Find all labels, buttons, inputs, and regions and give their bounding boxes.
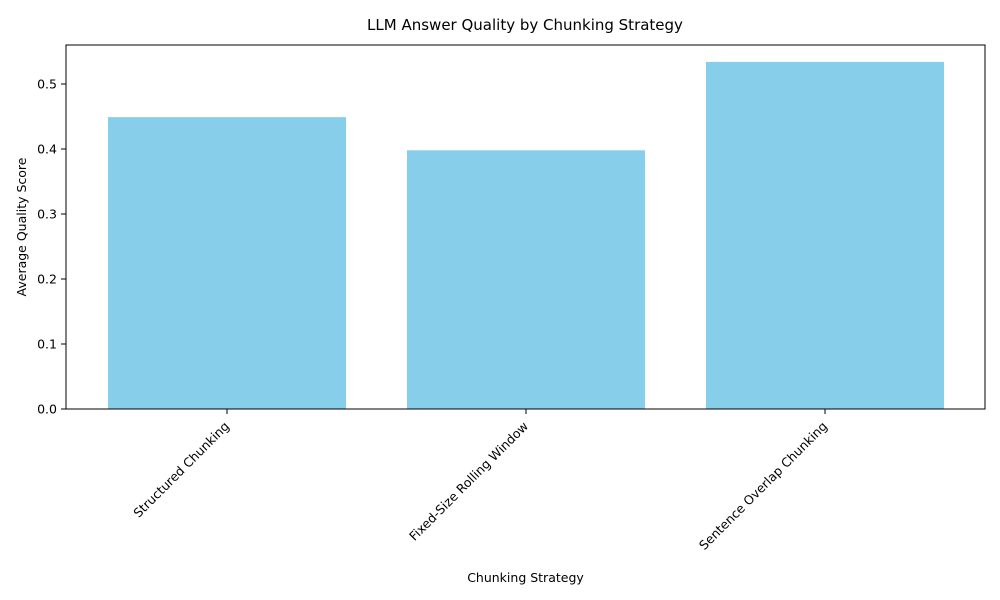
y-axis-label: Average Quality Score xyxy=(14,157,29,296)
x-tick-label: Sentence Overlap Chunking xyxy=(696,419,830,553)
bar-2 xyxy=(407,150,645,410)
plot-frame xyxy=(65,44,986,410)
x-tick-label: Fixed-Size Rolling Window xyxy=(406,419,531,544)
y-tick-label: 0.1 xyxy=(37,337,57,352)
y-tick-label: 0.3 xyxy=(37,207,57,222)
y-tick-label: 0.5 xyxy=(37,77,57,92)
bars-group xyxy=(108,61,944,410)
x-tick-label: Structured Chunking xyxy=(130,419,232,521)
y-tick-label: 0.0 xyxy=(37,402,57,417)
chart-title: LLM Answer Quality by Chunking Strategy xyxy=(367,16,683,34)
y-tick-label: 0.2 xyxy=(37,272,57,287)
bar-3 xyxy=(706,61,944,410)
y-tick-label: 0.4 xyxy=(37,142,57,157)
x-axis-label: Chunking Strategy xyxy=(467,570,584,585)
bar-1 xyxy=(108,117,346,410)
y-axis-ticks: 0.0 0.1 0.2 0.3 0.4 0.5 xyxy=(37,77,66,417)
x-axis-ticks: Structured Chunking Fixed-Size Rolling Wi… xyxy=(130,409,830,553)
